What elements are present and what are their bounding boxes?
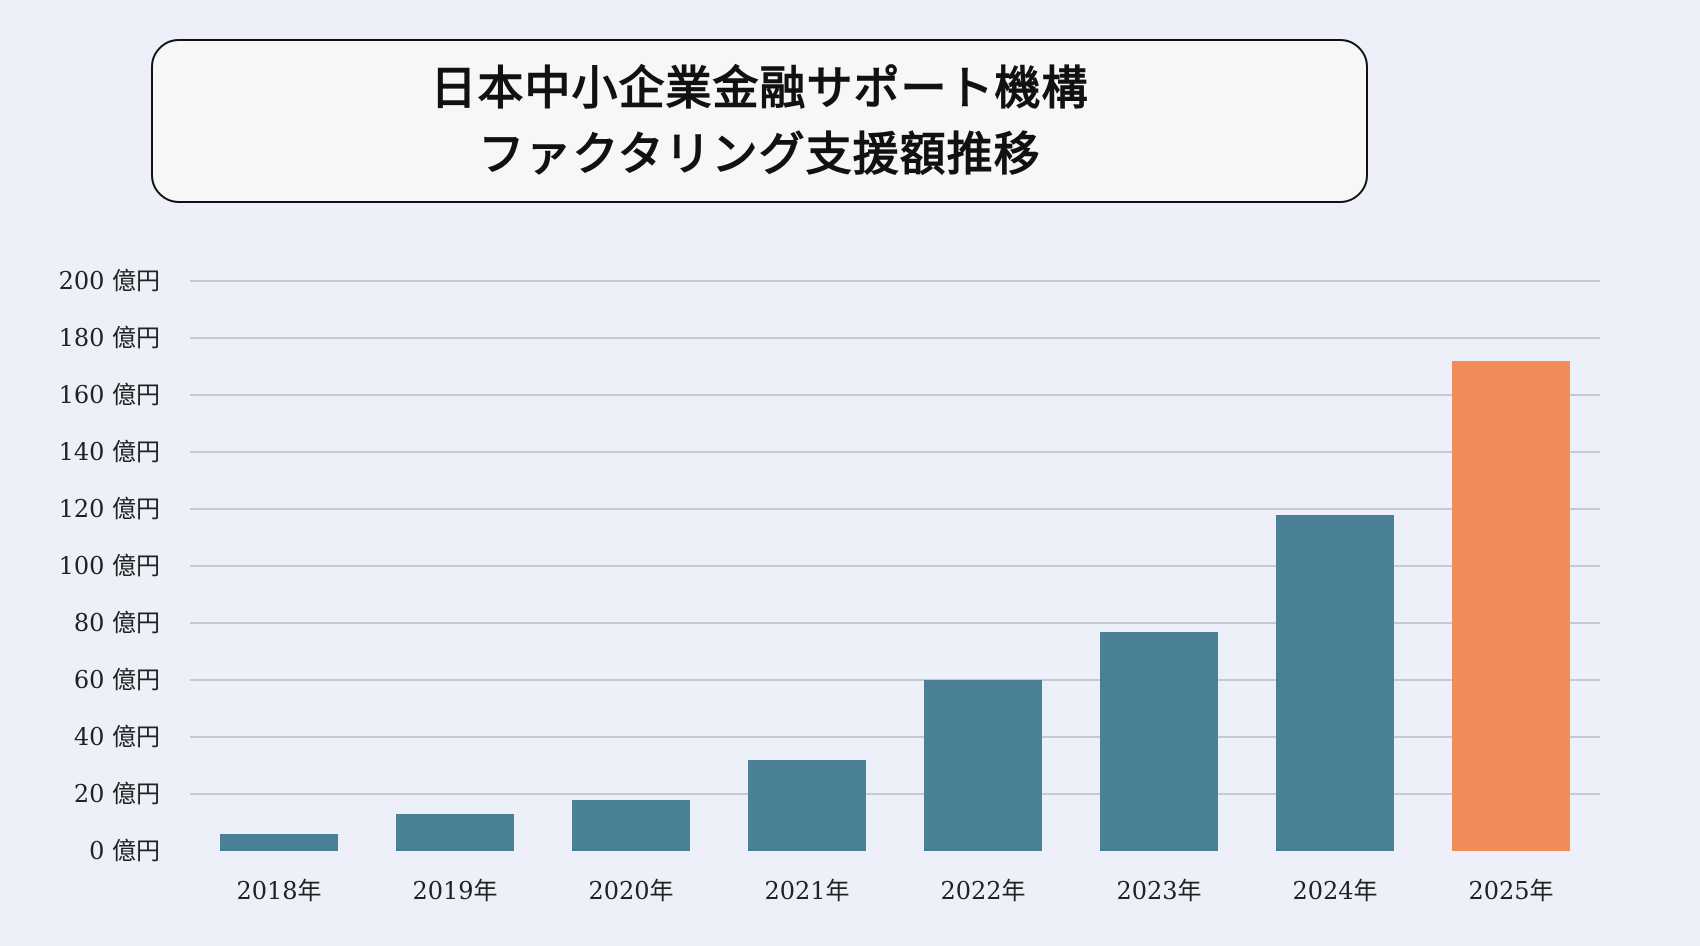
y-tick-label: 40 億円 xyxy=(73,723,160,751)
plot-area: 0 億円 20 億円 40 億円 60 億円 80 億円 100 億円 120 億円 140 … xyxy=(59,267,1600,905)
bar-2025年 xyxy=(1452,360,1570,851)
y-tick-label: 160 億円 xyxy=(58,381,160,409)
bar-2024年 xyxy=(1276,514,1394,851)
chart-title-line-1: 日本中小企業金融サポート機構 xyxy=(430,61,1089,115)
gridline xyxy=(190,679,1600,681)
x-tick-label: 2021年 xyxy=(764,877,850,905)
chart-title-line-2: ファクタリング支援額推移 xyxy=(478,127,1041,181)
bar-2019年 xyxy=(396,813,514,851)
gridline xyxy=(190,793,1600,795)
x-tick-label: 2024年 xyxy=(1292,877,1378,905)
bar-2018年 xyxy=(220,833,338,851)
x-tick-label: 2018年 xyxy=(236,877,322,905)
x-tick-label: 2020年 xyxy=(588,877,674,905)
x-tick-label: 2022年 xyxy=(940,877,1026,905)
bar-2020年 xyxy=(572,799,690,851)
gridline xyxy=(190,337,1600,339)
y-tick-label: 80 億円 xyxy=(73,609,160,637)
y-tick-label: 20 億円 xyxy=(73,780,160,808)
x-tick-label: 2025年 xyxy=(1468,877,1554,905)
y-tick-label: 120 億円 xyxy=(58,495,160,523)
y-tick-label: 140 億円 xyxy=(58,438,160,466)
gridline xyxy=(190,508,1600,510)
y-tick-label: 0 億円 xyxy=(89,837,160,865)
y-tick-label: 200 億円 xyxy=(58,267,160,295)
gridline xyxy=(190,280,1600,282)
y-tick-label: 60 億円 xyxy=(73,666,160,694)
y-tick-label: 100 億円 xyxy=(58,552,160,580)
bar-2021年 xyxy=(748,759,866,851)
chart-title-box: 日本中小企業金融サポート機構 ファクタリング支援額推移 xyxy=(151,39,1368,203)
gridline xyxy=(190,736,1600,738)
x-tick-label: 2023年 xyxy=(1116,877,1202,905)
y-tick-label: 180 億円 xyxy=(58,324,160,352)
x-tick-label: 2019年 xyxy=(412,877,498,905)
gridline xyxy=(190,451,1600,453)
bar-2023年 xyxy=(1100,631,1218,851)
gridline xyxy=(190,565,1600,567)
gridline xyxy=(190,622,1600,624)
bar-2022年 xyxy=(924,680,1042,851)
gridline xyxy=(190,394,1600,396)
